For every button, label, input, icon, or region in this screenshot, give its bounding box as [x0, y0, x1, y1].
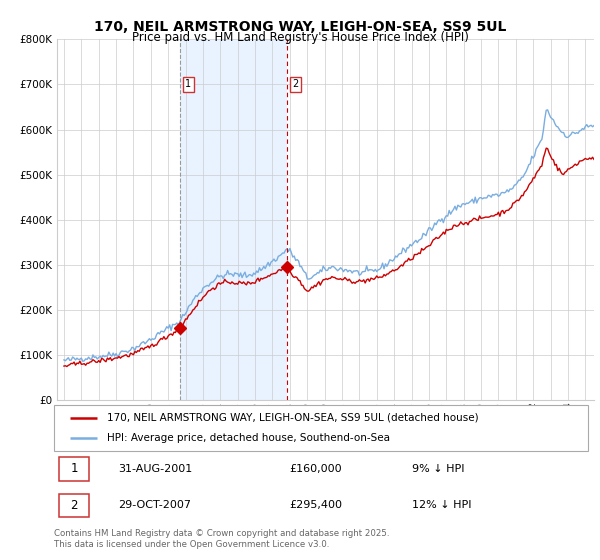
Text: 29-OCT-2007: 29-OCT-2007	[118, 501, 191, 510]
Text: 2: 2	[70, 499, 78, 512]
Text: £295,400: £295,400	[289, 501, 342, 510]
Text: 9% ↓ HPI: 9% ↓ HPI	[412, 464, 464, 474]
Text: 12% ↓ HPI: 12% ↓ HPI	[412, 501, 471, 510]
FancyBboxPatch shape	[54, 405, 588, 451]
Text: 31-AUG-2001: 31-AUG-2001	[118, 464, 193, 474]
Text: Price paid vs. HM Land Registry's House Price Index (HPI): Price paid vs. HM Land Registry's House …	[131, 31, 469, 44]
Text: 2: 2	[292, 80, 298, 90]
Text: £160,000: £160,000	[289, 464, 341, 474]
Text: 170, NEIL ARMSTRONG WAY, LEIGH-ON-SEA, SS9 5UL (detached house): 170, NEIL ARMSTRONG WAY, LEIGH-ON-SEA, S…	[107, 413, 479, 423]
Text: 170, NEIL ARMSTRONG WAY, LEIGH-ON-SEA, SS9 5UL: 170, NEIL ARMSTRONG WAY, LEIGH-ON-SEA, S…	[94, 20, 506, 34]
Text: 1: 1	[185, 80, 191, 90]
Bar	[180, 39, 287, 400]
FancyBboxPatch shape	[59, 457, 89, 481]
Text: HPI: Average price, detached house, Southend-on-Sea: HPI: Average price, detached house, Sout…	[107, 433, 391, 443]
Text: 1: 1	[70, 463, 78, 475]
Text: Contains HM Land Registry data © Crown copyright and database right 2025.
This d: Contains HM Land Registry data © Crown c…	[54, 529, 389, 549]
FancyBboxPatch shape	[59, 493, 89, 517]
